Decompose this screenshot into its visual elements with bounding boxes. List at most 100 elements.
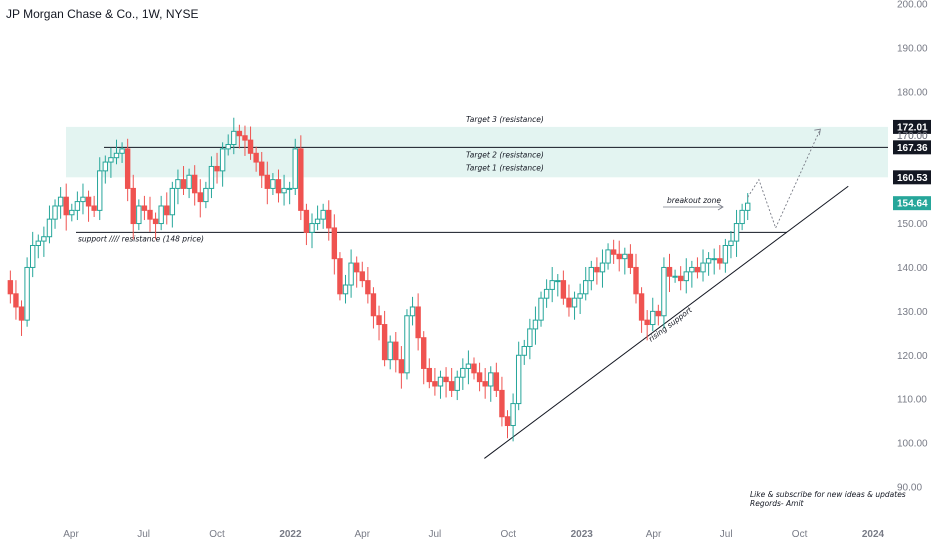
candle-up — [320, 209, 326, 220]
candle-down — [359, 271, 365, 282]
candle-down — [337, 258, 343, 295]
y-tick-label: 170.00 — [897, 131, 928, 142]
y-tick-label: 90.00 — [897, 483, 922, 494]
candle-up — [35, 240, 41, 246]
x-tick-label: 2023 — [571, 529, 594, 540]
candle-down — [147, 209, 153, 220]
breakout-zone-label: breakout zone — [667, 196, 721, 205]
resistance-zone — [66, 126, 888, 178]
candle-down — [476, 372, 483, 383]
candle-up — [571, 297, 578, 308]
candle-up — [286, 187, 293, 190]
y-tick-label: 190.00 — [897, 43, 928, 54]
breakout-arrow-head — [717, 203, 724, 211]
resistance-zone-layer — [66, 126, 888, 178]
candle-down — [627, 253, 634, 268]
price-tag-box — [893, 170, 931, 185]
candle-down — [504, 416, 511, 427]
candle-down — [655, 310, 662, 317]
y-tick-label: 140.00 — [897, 263, 928, 274]
y-tick-label: 180.00 — [897, 87, 928, 98]
candle-up — [689, 266, 695, 273]
price-tag-box — [893, 119, 931, 134]
target-3-label: Target 3 (resistance) — [466, 115, 544, 124]
candle-down — [7, 280, 14, 295]
candle-up — [24, 266, 30, 321]
candle-down — [560, 280, 567, 299]
x-tick-label: Oct — [501, 529, 517, 540]
candle-up — [733, 223, 740, 242]
candle-up — [532, 319, 539, 330]
candle-up — [661, 266, 667, 317]
candle-up — [102, 161, 109, 172]
candle-up — [622, 253, 628, 260]
candle-down — [164, 205, 170, 216]
support-resistance-label: support //// resistance (148 price) — [78, 234, 204, 243]
target-2-label: Target 2 (resistance) — [466, 150, 544, 159]
candle-up — [577, 293, 583, 299]
candle-up — [605, 249, 611, 264]
candle-down — [677, 275, 684, 282]
candle-up — [387, 341, 393, 361]
x-tick-label: Oct — [792, 529, 808, 540]
candle-down — [353, 262, 360, 273]
price-tag-label: 154.64 — [897, 199, 928, 210]
x-tick-label: Jul — [137, 529, 150, 540]
candle-up — [119, 148, 125, 154]
candle-down — [471, 363, 477, 374]
candle-up — [225, 144, 231, 150]
candle-down — [197, 192, 203, 203]
candle-down — [443, 376, 449, 383]
candle-up — [543, 288, 550, 299]
candle-up — [281, 187, 287, 194]
candle-down — [247, 139, 254, 154]
x-tick-label: Oct — [209, 529, 225, 540]
candle-down — [376, 315, 382, 326]
candle-down — [638, 293, 645, 321]
candle-down — [616, 253, 622, 260]
x-tick-label: Apr — [63, 529, 79, 540]
candle-up — [97, 170, 103, 211]
price-tag-label: 167.36 — [897, 143, 928, 154]
candle-down — [214, 165, 220, 172]
candle-down — [275, 179, 282, 194]
x-tick-label: 2024 — [862, 529, 885, 540]
candle-down — [264, 174, 271, 189]
level-lines-layer — [76, 146, 888, 459]
price-tag-box — [893, 140, 931, 155]
candle-down — [370, 293, 377, 317]
candle-up — [108, 157, 114, 163]
candle-up — [158, 205, 164, 225]
candle-up — [169, 187, 176, 216]
candle-up — [203, 187, 209, 203]
candle-up — [74, 201, 81, 211]
x-tick-label: Apr — [354, 529, 370, 540]
candle-up — [515, 354, 522, 405]
candle-up — [683, 271, 689, 282]
candle-up — [113, 152, 120, 159]
candle-down — [566, 297, 572, 308]
candle-down — [432, 381, 438, 387]
candle-up — [521, 345, 527, 356]
candle-up — [136, 205, 142, 225]
candle-up — [80, 196, 86, 203]
candle-up — [510, 403, 516, 427]
candle-down — [298, 148, 304, 211]
candle-up — [549, 280, 555, 290]
candle-down — [610, 249, 617, 255]
axes-layer: 90.00 100.00 110.00 120.00 130.00 140.00 150.0… — [63, 0, 928, 540]
rising-support-line — [484, 185, 849, 459]
candle-down — [694, 266, 701, 273]
candle-down — [331, 227, 338, 260]
y-tick-label: 200.00 — [897, 0, 928, 11]
candle-up — [555, 280, 561, 283]
candle-down — [124, 148, 131, 189]
candle-down — [393, 341, 399, 361]
candle-down — [421, 337, 427, 369]
candle-down — [130, 187, 136, 225]
candles-layer — [7, 117, 751, 442]
candle-up — [454, 376, 460, 391]
candle-up — [739, 209, 745, 225]
candle-up — [711, 258, 717, 261]
